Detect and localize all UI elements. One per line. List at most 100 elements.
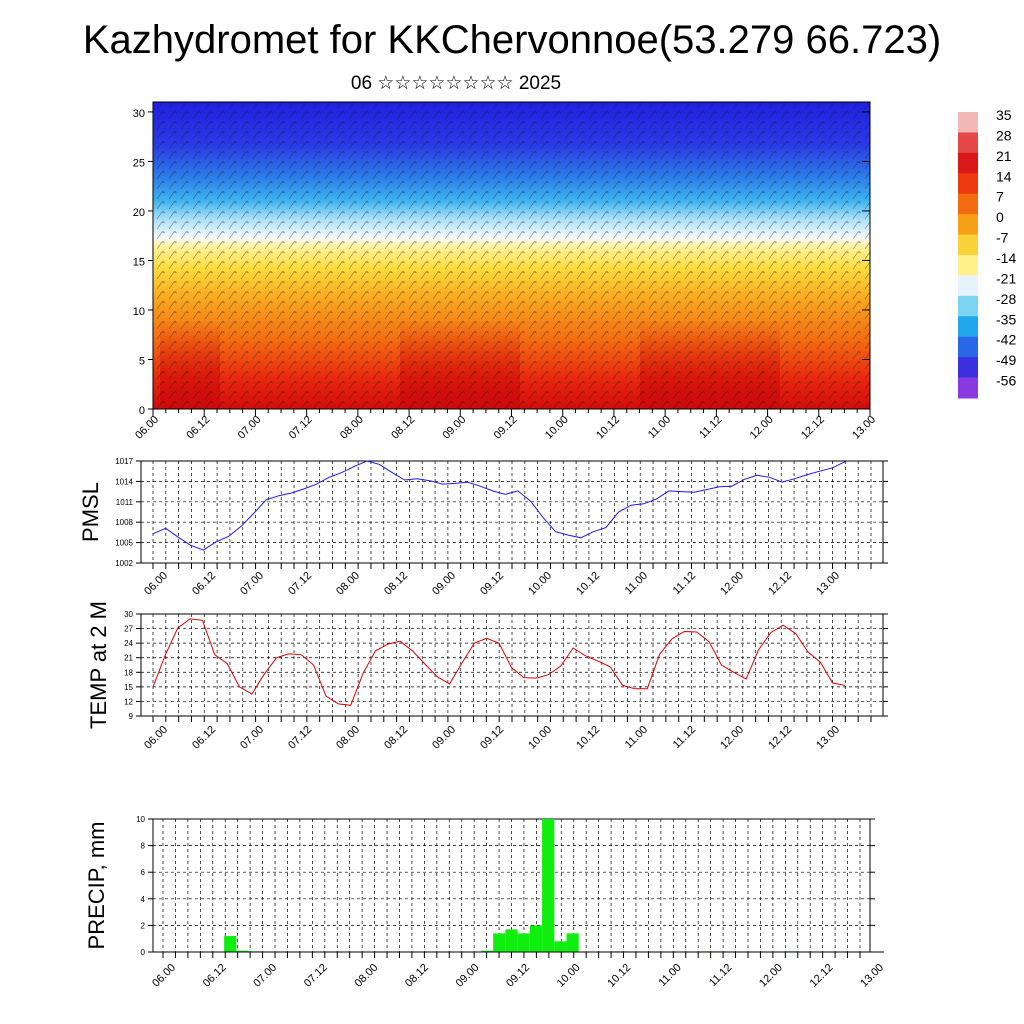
- precip-bar: [517, 933, 530, 952]
- heatmap-x-tick-label: 07.12: [287, 414, 315, 442]
- precip-bar: [224, 936, 237, 952]
- pmsl-y-tick-label: 1005: [115, 539, 133, 548]
- colorbar-swatch: [958, 214, 978, 236]
- temp2m-x-tick-label: 08.12: [382, 724, 410, 752]
- pmsl-series-line: [152, 460, 846, 551]
- precip-y-tick-label: 2: [141, 921, 146, 930]
- colorbar-swatch: [958, 234, 978, 256]
- temp2m-x-tick-label: 07.00: [238, 724, 266, 752]
- colorbar-label: 35: [996, 107, 1012, 123]
- colorbar-swatch: [958, 357, 978, 379]
- colorbar-label: 0: [996, 209, 1004, 225]
- precip-x-tick-label: 10.00: [555, 962, 583, 990]
- pmsl-x-tick-label: 07.00: [238, 570, 266, 598]
- heatmap-x-tick-label: 08.12: [389, 414, 417, 442]
- precip-y-tick-label: 6: [141, 868, 146, 877]
- temp2m-x-tick-label: 12.12: [766, 724, 794, 752]
- precip-x-tick-label: 09.00: [454, 962, 482, 990]
- colorbar-label: -7: [996, 230, 1009, 246]
- precip-x-tick-label: 06.00: [150, 962, 178, 990]
- precip-bar: [236, 950, 249, 952]
- pmsl-x-tick-label: 07.12: [286, 570, 314, 598]
- heatmap-y-tick-label: 5: [139, 355, 145, 367]
- temp2m-x-tick-label: 09.12: [478, 724, 506, 752]
- temp2m-y-tick-label: 24: [124, 639, 133, 648]
- colorbar-swatch: [958, 377, 978, 399]
- pmsl-x-tick-label: 08.12: [382, 570, 410, 598]
- heatmap-x-tick-label: 12.00: [748, 414, 776, 442]
- temp2m-y-tick-label: 9: [129, 712, 134, 721]
- precip-x-tick-label: 10.12: [605, 962, 633, 990]
- heatmap-x-tick-label: 11.00: [646, 414, 673, 441]
- pmsl-axis-label: PMSL: [78, 482, 103, 542]
- pmsl-x-tick-label: 11.12: [671, 570, 698, 597]
- temp2m-x-tick-label: 06.12: [190, 724, 218, 752]
- heatmap-x-tick-label: 10.00: [543, 414, 571, 442]
- precip-bar: [566, 933, 579, 952]
- pmsl-y-tick-label: 1002: [115, 559, 133, 568]
- pmsl-x-tick-label: 06.00: [142, 570, 170, 598]
- precip-axis-label: PRECIP, mm: [84, 822, 109, 950]
- precip-x-tick-label: 12.00: [757, 962, 785, 990]
- colorbar-swatch: [958, 112, 978, 133]
- heatmap-y-tick-label: 25: [133, 157, 145, 169]
- pmsl-x-tick-label: 08.00: [334, 570, 362, 598]
- colorbar-label: -56: [996, 373, 1016, 389]
- colorbar-label: -49: [996, 352, 1016, 368]
- colorbar-swatch: [958, 275, 978, 297]
- heatmap-x-tick-label: 12.12: [799, 414, 827, 442]
- temp2m-axis-label: TEMP at 2 M: [86, 601, 111, 729]
- colorbar-swatch: [958, 316, 978, 338]
- temp2m-x-tick-label: 12.00: [718, 724, 746, 752]
- precip-y-tick-label: 10: [136, 815, 145, 824]
- pmsl-x-tick-label: 10.00: [526, 570, 554, 598]
- colorbar-swatch: [958, 173, 978, 195]
- precip-y-tick-label: 4: [141, 895, 146, 904]
- precip-x-tick-label: 12.12: [808, 962, 836, 990]
- page-title: Kazhydromet for KKChervonnoe(53.279 66.7…: [82, 18, 942, 62]
- pmsl-x-tick-label: 09.00: [430, 570, 458, 598]
- pmsl-y-tick-label: 1011: [116, 498, 134, 507]
- precip-bar: [529, 925, 543, 952]
- colorbar-swatch: [958, 193, 978, 215]
- colorbar-swatch: [958, 336, 978, 358]
- temp2m-x-tick-label: 11.00: [623, 724, 650, 751]
- precip-bar: [542, 819, 555, 952]
- precip-x-tick-label: 08.00: [352, 962, 380, 990]
- colorbar-swatch: [958, 295, 978, 317]
- temp2m-x-tick-label: 06.00: [142, 724, 170, 752]
- colorbar-label: -21: [996, 270, 1016, 286]
- precip-x-tick-label: 11.00: [656, 962, 683, 989]
- temp2m-x-tick-label: 11.12: [671, 724, 698, 751]
- temp2m-x-tick-label: 07.12: [286, 724, 314, 752]
- temp2m-x-tick-label: 09.00: [430, 724, 458, 752]
- precip-bar: [480, 950, 494, 952]
- pmsl-x-tick-label: 06.12: [190, 570, 218, 598]
- pmsl-y-tick-label: 1008: [115, 518, 133, 527]
- precip-x-tick-label: 09.12: [504, 962, 532, 990]
- temp2m-x-tick-label: 10.12: [574, 724, 602, 752]
- heatmap-x-tick-label: 09.00: [440, 414, 468, 442]
- precip-bar: [493, 933, 506, 952]
- colorbar-swatch: [958, 152, 978, 174]
- heatmap-x-tick-label: 11.12: [697, 414, 724, 441]
- colorbar-swatch: [958, 255, 978, 276]
- page-subtitle: 06 ☆☆☆☆☆☆☆☆ 2025: [350, 73, 562, 94]
- heatmap-x-tick-label: 08.00: [338, 414, 366, 442]
- heatmap-x-tick-label: 06.00: [133, 414, 161, 442]
- temp2m-y-tick-label: 30: [124, 610, 133, 619]
- temp2m-x-tick-label: 10.00: [526, 724, 554, 752]
- heatmap-x-tick-label: 06.12: [184, 414, 212, 442]
- colorbar-label: -14: [996, 250, 1016, 266]
- pmsl-x-tick-label: 13.00: [814, 570, 842, 598]
- colorbar-label: -28: [996, 291, 1016, 307]
- pmsl-x-tick-label: 12.12: [766, 570, 794, 598]
- heatmap-y-tick-label: 0: [139, 405, 145, 417]
- precip-y-tick-label: 8: [141, 842, 146, 851]
- precip-x-tick-label: 07.00: [251, 962, 279, 990]
- temp2m-series-line: [152, 618, 846, 706]
- colorbar-label: 21: [996, 148, 1012, 164]
- temp2m-y-tick-label: 27: [124, 625, 133, 634]
- colorbar-label: -35: [996, 311, 1016, 327]
